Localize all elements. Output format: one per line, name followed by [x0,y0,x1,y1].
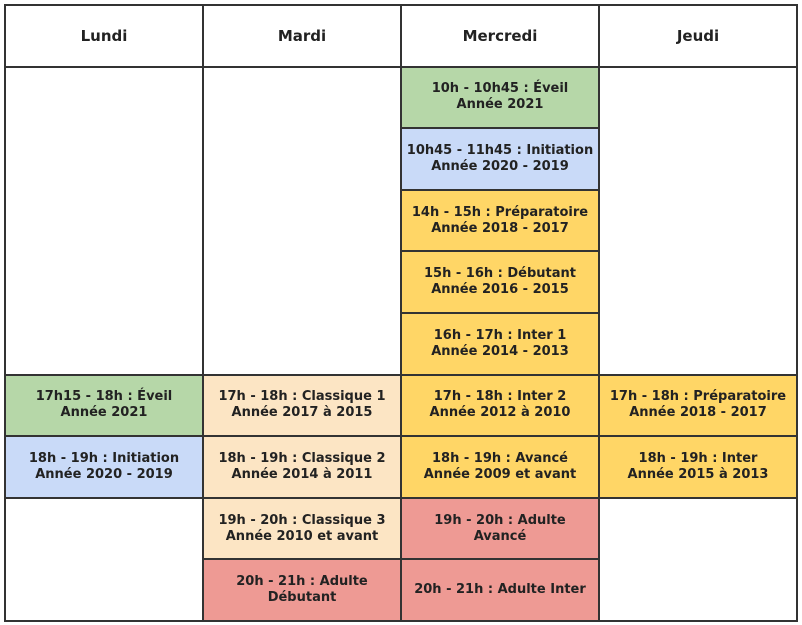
slot-text: Année 2017 à 2015 [231,405,373,421]
day-header: Mardi [202,4,402,68]
day-header: Jeudi [598,4,798,68]
slot-text: 17h - 18h : Préparatoire [609,389,787,405]
class-slot: 20h - 21h : Adulte Débutant [202,558,402,622]
slot-text: Année 2014 à 2011 [231,466,373,482]
class-slot: 18h - 19h : Classique 2 Année 2014 à 2011 [202,435,402,499]
class-slot: 17h - 18h : Inter 2 Année 2012 à 2010 [400,373,600,438]
slot-text: 20h - 21h : Adulte Inter [414,582,586,598]
empty-cell [4,65,204,376]
class-slot: 20h - 21h : Adulte Inter [400,558,600,622]
slot-text: 18h - 19h : Classique 2 [218,450,386,466]
slot-text: Avancé [473,528,527,544]
class-slot: 18h - 19h : Inter Année 2015 à 2013 [598,435,798,499]
slot-text: 18h - 19h : Inter [638,450,758,466]
slot-text: Année 2020 - 2019 [35,466,173,482]
slot-text: 14h - 15h : Préparatoire [411,204,589,220]
empty-cell [202,65,402,376]
slot-text: 19h - 20h : Adulte [434,512,566,528]
slot-text: 17h15 - 18h : Éveil [35,389,173,405]
class-slot: 19h - 20h : Adulte Avancé [400,496,600,561]
slot-text: Année 2009 et avant [423,466,577,482]
slot-text: 19h - 20h : Classique 3 [218,512,386,528]
slot-text: 20h - 21h : Adulte [236,574,368,590]
timetable: Lundi Mardi Mercredi Jeudi 10h - 10h45 :… [4,4,798,623]
class-slot: 15h - 16h : Débutant Année 2016 - 2015 [400,250,600,314]
slot-text: Année 2018 - 2017 [431,220,569,236]
slot-text: Année 2021 [60,405,148,421]
class-slot: 17h15 - 18h : Éveil Année 2021 [4,373,204,438]
day-header: Lundi [4,4,204,68]
slot-text: Année 2016 - 2015 [431,282,569,298]
class-slot: 10h45 - 11h45 : Initiation Année 2020 - 2… [400,127,600,191]
slot-text: 10h45 - 11h45 : Initiation [406,142,594,158]
slot-text: 15h - 16h : Débutant [423,266,576,282]
slot-text: Année 2010 et avant [225,528,379,544]
class-slot: 17h - 18h : Préparatoire Année 2018 - 201… [598,373,798,438]
slot-text: 17h - 18h : Inter 2 [433,389,567,405]
class-slot: 14h - 15h : Préparatoire Année 2018 - 201… [400,188,600,253]
slot-text: Débutant [267,590,337,606]
slot-text: Année 2021 [456,97,544,113]
class-slot: 16h - 17h : Inter 1 Année 2014 - 2013 [400,311,600,376]
slot-text: Année 2014 - 2013 [431,343,569,359]
slot-text: Année 2012 à 2010 [429,405,571,421]
empty-cell [598,496,798,623]
class-slot: 18h - 19h : Avancé Année 2009 et avant [400,435,600,499]
slot-text: 16h - 17h : Inter 1 [433,327,567,343]
class-slot: 18h - 19h : Initiation Année 2020 - 2019 [4,435,204,499]
slot-text: Année 2020 - 2019 [431,158,569,174]
slot-text: 18h - 19h : Initiation [28,450,180,466]
empty-cell [4,496,204,623]
class-slot: 10h - 10h45 : Éveil Année 2021 [400,65,600,130]
class-slot: 19h - 20h : Classique 3 Année 2010 et ava… [202,496,402,561]
class-slot: 17h - 18h : Classique 1 Année 2017 à 2015 [202,373,402,438]
slot-text: 17h - 18h : Classique 1 [218,389,386,405]
slot-text: 10h - 10h45 : Éveil [431,81,569,97]
day-header: Mercredi [400,4,600,68]
empty-cell [598,65,798,376]
slot-text: 18h - 19h : Avancé [431,450,568,466]
slot-text: Année 2015 à 2013 [627,466,769,482]
slot-text: Année 2018 - 2017 [629,405,767,421]
